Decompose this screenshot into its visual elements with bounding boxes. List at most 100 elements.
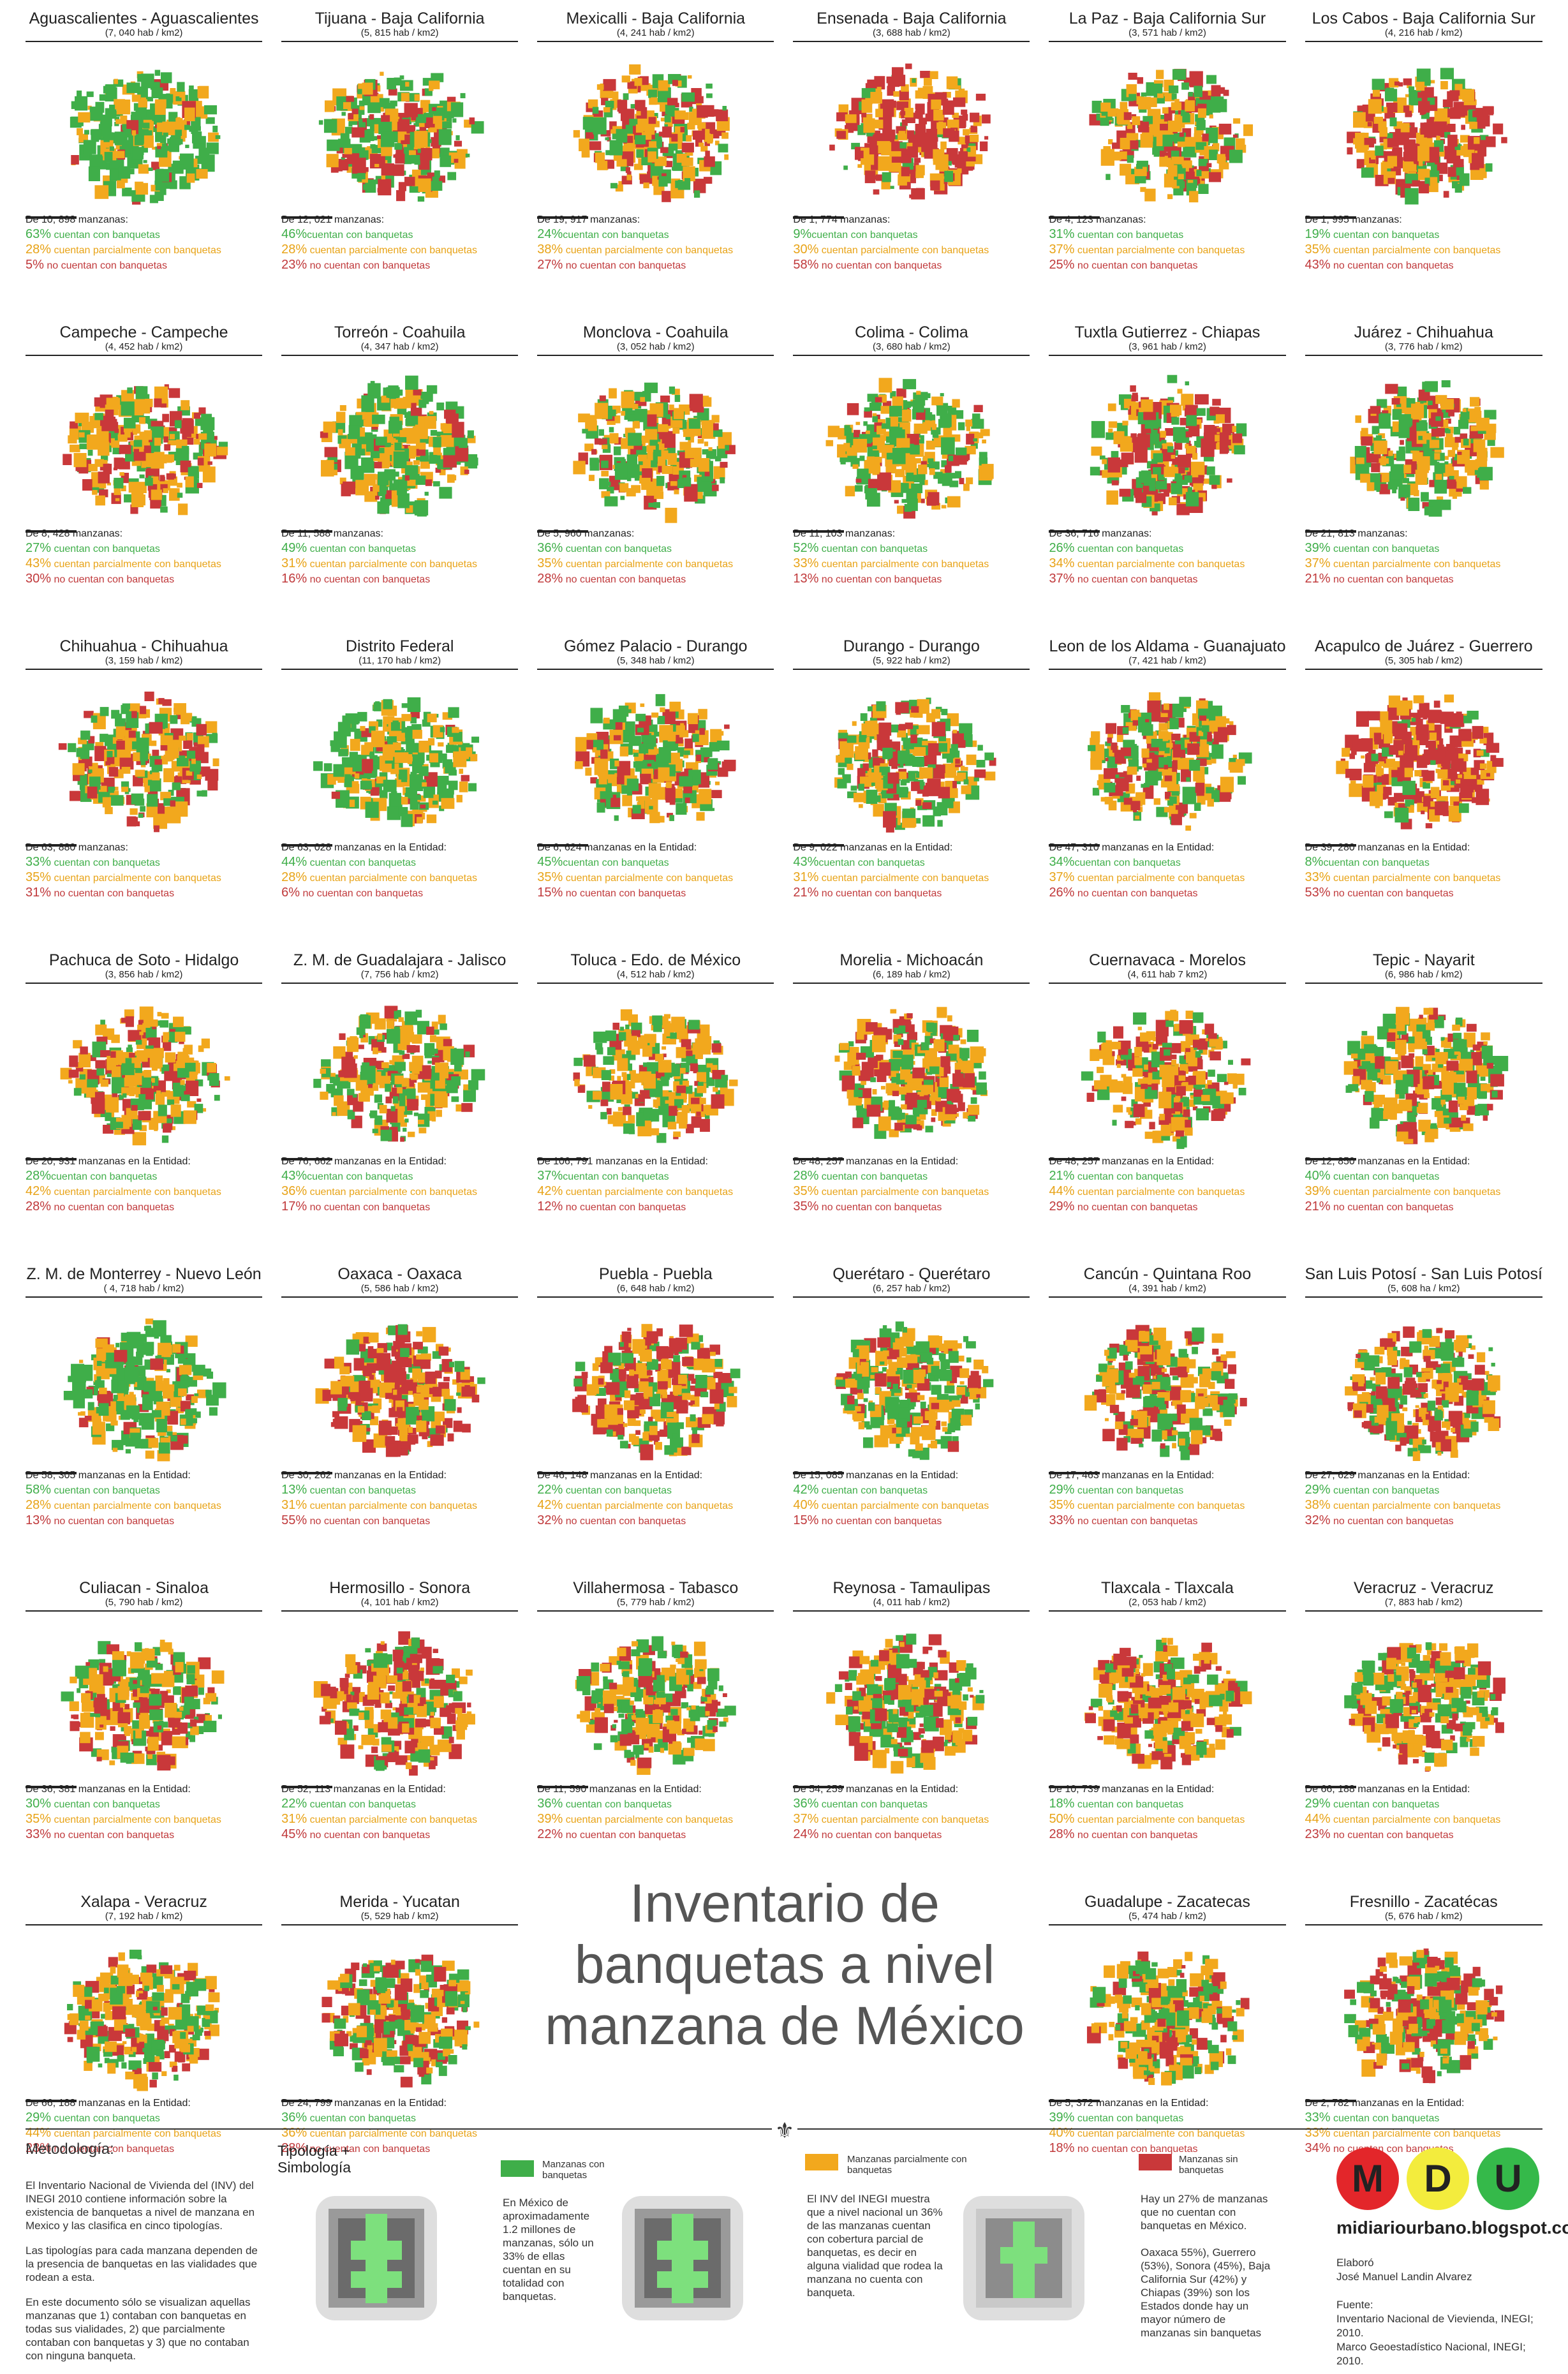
block-mark (94, 413, 103, 420)
block-mark (406, 155, 415, 163)
block-mark (107, 482, 111, 486)
block-mark (631, 404, 639, 410)
city-stats: De 1, 774 manzanas: 9%cuentan con banque… (793, 213, 1030, 273)
block-mark (974, 769, 986, 778)
block-mark (1100, 455, 1106, 460)
block-mark (179, 164, 184, 169)
block-mark (1119, 489, 1131, 497)
block-mark (114, 787, 119, 790)
block-mark (352, 158, 366, 174)
block-mark (392, 720, 399, 725)
block-mark (1091, 420, 1106, 438)
scale-bar (26, 844, 77, 847)
block-mark (609, 409, 616, 417)
block-mark (1166, 743, 1173, 748)
block-mark (135, 769, 145, 777)
block-mark (1124, 798, 1133, 805)
block-mark (1141, 748, 1150, 758)
block-mark (344, 147, 352, 154)
block-mark (1101, 797, 1107, 802)
block-mark (633, 761, 641, 768)
block-mark (152, 147, 156, 150)
stat-orange-label: cuentan parcialmente con banquetas (1330, 559, 1501, 570)
block-mark (1379, 127, 1387, 137)
block-mark (644, 382, 658, 394)
block-mark (901, 84, 910, 92)
block-mark (151, 740, 157, 746)
block-mark (175, 96, 182, 101)
block-mark (183, 119, 191, 126)
block-mark (1135, 402, 1143, 410)
block-mark (1417, 145, 1430, 161)
block-mark (1479, 480, 1489, 490)
block-mark (921, 152, 926, 158)
block-mark (1352, 138, 1361, 145)
block-mark (1350, 748, 1357, 755)
block-mark (89, 154, 103, 170)
block-mark (697, 439, 704, 444)
block-mark (404, 475, 410, 481)
stat-orange-label: cuentan parcialmente con banquetas (1074, 873, 1245, 884)
stat-green: 63% cuentan con banquetas (26, 227, 262, 242)
block-mark (882, 172, 892, 182)
city-map (26, 50, 262, 219)
block-mark (980, 429, 990, 436)
block-mark (638, 454, 647, 462)
block-mark (161, 403, 167, 408)
block-mark (1401, 181, 1409, 188)
block-mark (880, 406, 891, 414)
block-mark (88, 464, 98, 471)
stats-total: De 19, 917 manzanas: (537, 214, 640, 225)
block-mark (665, 787, 676, 801)
block-mark (1356, 457, 1365, 464)
stat-green-pct: 44% (281, 855, 307, 869)
block-mark (684, 484, 698, 502)
block-mark (1137, 713, 1142, 717)
block-mark (1190, 813, 1197, 819)
block-mark (1472, 725, 1483, 739)
block-mark (411, 403, 417, 410)
block-mark (718, 731, 724, 736)
block-mark (950, 434, 961, 442)
block-mark (708, 447, 713, 451)
block-mark (358, 147, 366, 153)
block-mark (1359, 473, 1370, 483)
block-mark (350, 739, 360, 751)
block-mark (138, 813, 144, 818)
block-mark (1199, 731, 1204, 736)
block-mark (1440, 81, 1448, 90)
block-mark (693, 179, 706, 193)
block-mark (1232, 426, 1239, 433)
city-stats: De 21, 813 manzanas: 39% cuentan con ban… (1305, 527, 1542, 587)
block-mark (455, 446, 469, 462)
block-mark (850, 785, 857, 791)
stat-red-pct: 43% (1305, 258, 1331, 272)
block-mark (621, 411, 626, 416)
block-mark (581, 149, 590, 158)
block-mark (681, 158, 693, 167)
block-mark (1458, 729, 1472, 741)
stat-orange-pct: 31% (793, 870, 819, 884)
block-mark (618, 181, 623, 186)
city-map (1049, 364, 1285, 533)
block-mark (901, 499, 908, 503)
block-mark (620, 496, 625, 500)
block-mark (83, 140, 96, 154)
block-mark (207, 461, 212, 465)
block-mark (128, 731, 136, 739)
block-mark (626, 709, 632, 713)
block-mark (685, 434, 691, 440)
stat-orange-pct: 34% (1049, 556, 1075, 570)
block-mark (861, 123, 866, 128)
block-mark (1472, 463, 1478, 470)
city-card: Chihuahua - Chihuahua (3, 159 hab / km2)… (26, 633, 263, 947)
block-mark (869, 145, 878, 154)
block-mark (1416, 456, 1430, 471)
block-mark (364, 473, 376, 486)
block-mark (160, 735, 174, 746)
block-mark (198, 433, 207, 440)
block-mark (115, 718, 126, 727)
block-mark (1370, 406, 1380, 414)
block-mark (100, 734, 108, 743)
block-mark (414, 94, 420, 101)
